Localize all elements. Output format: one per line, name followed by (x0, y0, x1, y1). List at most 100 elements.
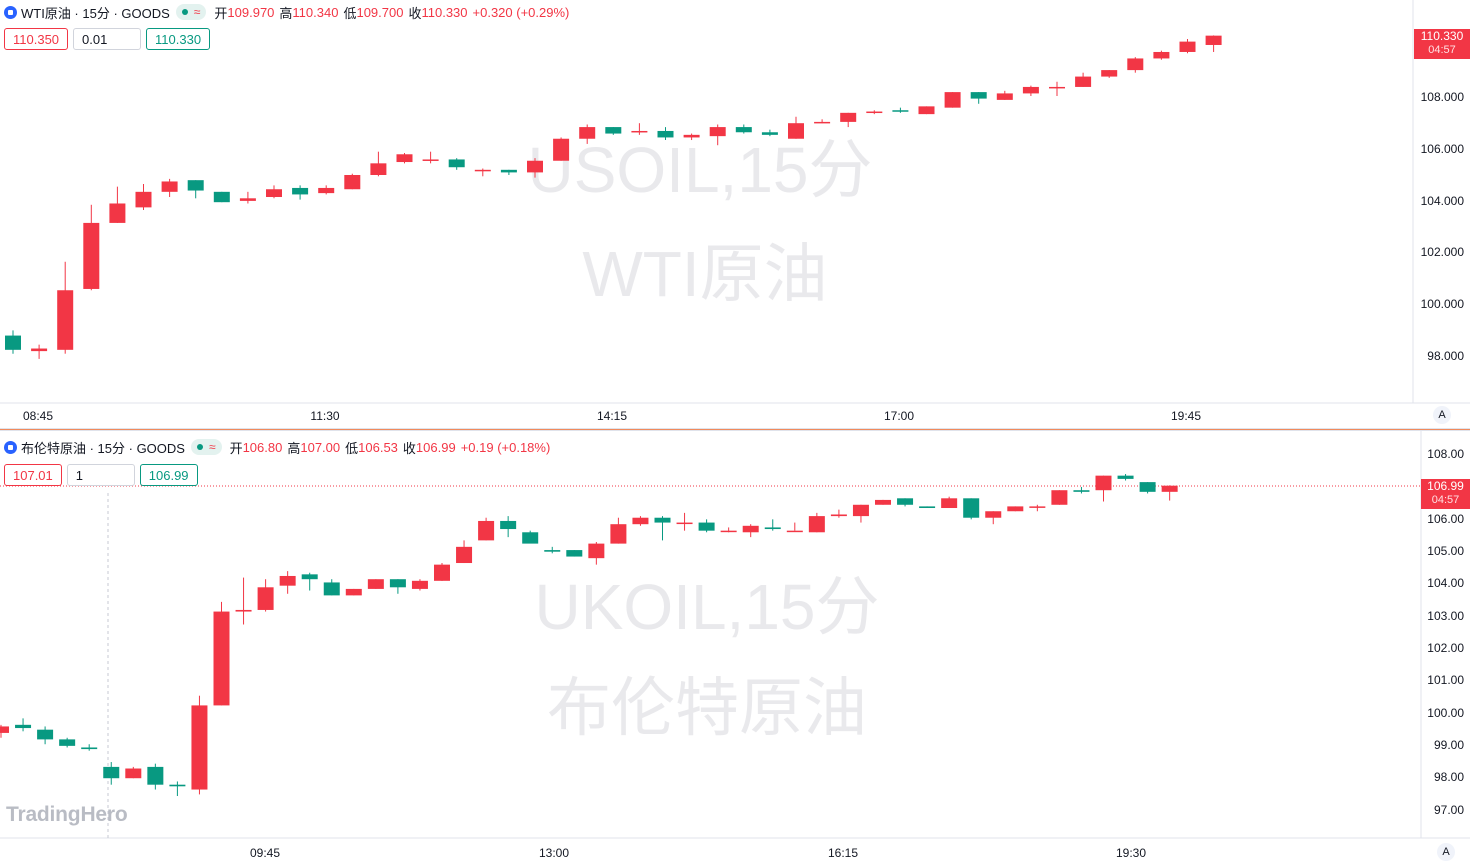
candle-up (1127, 58, 1144, 71)
close-value: 106.99 (415, 439, 456, 455)
candle-down (892, 110, 909, 112)
candle-up (683, 134, 700, 138)
quantity-input[interactable]: 0.01 (73, 28, 142, 50)
price-tick: 100.00 (1427, 706, 1464, 720)
change-value: +0.320 (+0.29%) (472, 4, 570, 20)
candle-down (15, 724, 32, 729)
low-label: 低 (343, 5, 357, 21)
candle-up (318, 187, 335, 194)
auto-scale-button[interactable]: A (1437, 843, 1455, 861)
last-price-tag: 106.99 04:57 (1421, 479, 1470, 509)
watermark-name: WTI原油 (582, 238, 827, 310)
pane-divider[interactable] (0, 428, 1470, 431)
candle-up (279, 575, 296, 586)
candle-up (1101, 70, 1118, 77)
buy-button[interactable]: 110.330 (146, 28, 211, 50)
price-tick: 103.00 (1427, 609, 1464, 623)
candle-up (1095, 475, 1112, 491)
watermark-ticker: USOIL,15分 (527, 134, 872, 206)
candle-up (344, 174, 361, 190)
time-axis[interactable]: 09:45 13:00 16:15 19:30 (250, 846, 1146, 860)
candle-down (81, 747, 98, 750)
candles-group (0, 474, 1178, 797)
candle-down (323, 582, 340, 596)
low-value: 106.53 (358, 439, 398, 455)
candle-up (57, 290, 74, 350)
candle-up (632, 517, 649, 525)
market-status[interactable]: ≈ (175, 4, 207, 20)
approx-icon: ≈ (208, 440, 216, 454)
close-value: 110.330 (421, 4, 468, 20)
price-tick: 102.000 (1421, 245, 1465, 259)
price-tick: 105.00 (1427, 544, 1464, 558)
candle-up (125, 768, 142, 779)
candle-up (161, 181, 178, 192)
candle-up (553, 138, 570, 161)
price-tick: 98.00 (1434, 770, 1464, 784)
market-status[interactable]: ≈ (190, 439, 222, 455)
auto-scale-button[interactable]: A (1433, 406, 1451, 424)
symbol-title[interactable]: WTI原油 · 15分 · GOODS (21, 5, 170, 21)
close-label: 收 (408, 5, 422, 21)
candle-up (944, 92, 961, 108)
order-panel[interactable]: 110.350 0.01 110.330 (4, 28, 211, 50)
candle-up (985, 511, 1002, 518)
symbol-title[interactable]: 布伦特原油 · 15分 · GOODS (21, 440, 185, 456)
candle-up (474, 169, 491, 172)
chart-pane-brent[interactable]: UKOIL,15分 布伦特原油 108.00 106.00 105.00 104… (0, 431, 1470, 861)
price-axis[interactable]: 108.000 106.000 104.000 102.000 100.000 … (1421, 90, 1465, 363)
candle-down (500, 520, 517, 530)
last-price-tag: 110.330 04:57 (1414, 29, 1470, 59)
candles-group (5, 35, 1222, 359)
candle-up (941, 498, 958, 509)
low-label: 低 (345, 440, 359, 456)
candle-up (527, 160, 543, 173)
candle-down (919, 506, 936, 509)
open-label: 开 (229, 440, 243, 456)
candle-down (605, 127, 622, 134)
chart-pane-wti[interactable]: USOIL,15分 WTI原油 108.000 106.000 104.000 … (0, 0, 1470, 428)
sell-button[interactable]: 107.01 (4, 464, 62, 486)
candle-down (59, 739, 76, 746)
candle-down (1073, 490, 1090, 492)
price-tick: 97.00 (1434, 803, 1464, 817)
candle-down (37, 729, 54, 740)
buy-button[interactable]: 106.99 (139, 464, 198, 486)
candle-up (31, 348, 48, 352)
candle-down (764, 527, 781, 530)
candle-up (370, 163, 387, 175)
symbol-legend[interactable]: WTI原油 · 15分 · GOODS ≈ 开 109.970 高 110.340 … (4, 3, 574, 21)
candle-up (345, 588, 362, 596)
order-panel[interactable]: 107.01 1 106.99 (4, 464, 198, 486)
symbol-logo-icon (4, 5, 17, 19)
symbol-logo-icon (4, 440, 17, 454)
candle-down (187, 180, 204, 191)
sell-button[interactable]: 110.350 (4, 28, 69, 50)
candle-up (367, 579, 384, 589)
high-label: 高 (287, 440, 301, 456)
candle-up (0, 726, 9, 733)
quantity-input[interactable]: 1 (66, 464, 135, 486)
bar-countdown: 04:57 (1431, 494, 1460, 506)
open-value: 106.80 (242, 439, 283, 455)
candle-up (83, 222, 100, 289)
candle-up (840, 112, 857, 122)
candle-up (235, 609, 252, 612)
price-axis[interactable]: 108.00 106.00 105.00 104.00 103.00 102.0… (1427, 447, 1464, 817)
candle-up (478, 520, 495, 541)
candle-up (1007, 506, 1024, 512)
candle-up (866, 111, 883, 114)
time-axis[interactable]: 08:45 11:30 14:15 17:00 19:45 (23, 409, 1201, 423)
last-price: 106.99 (1427, 479, 1464, 493)
open-label: 开 (214, 5, 228, 21)
price-tick: 104.000 (1421, 194, 1465, 208)
candle-up (610, 524, 627, 544)
candle-down (389, 579, 406, 588)
price-tick: 104.00 (1427, 576, 1464, 590)
candle-down (544, 550, 561, 552)
wti-chart-canvas[interactable]: USOIL,15分 WTI原油 108.000 106.000 104.000 … (0, 0, 1470, 428)
candle-up (875, 499, 891, 505)
watermark-ticker: UKOIL,15分 (534, 571, 879, 643)
brent-chart-canvas[interactable]: UKOIL,15分 布伦特原油 108.00 106.00 105.00 104… (0, 431, 1470, 861)
